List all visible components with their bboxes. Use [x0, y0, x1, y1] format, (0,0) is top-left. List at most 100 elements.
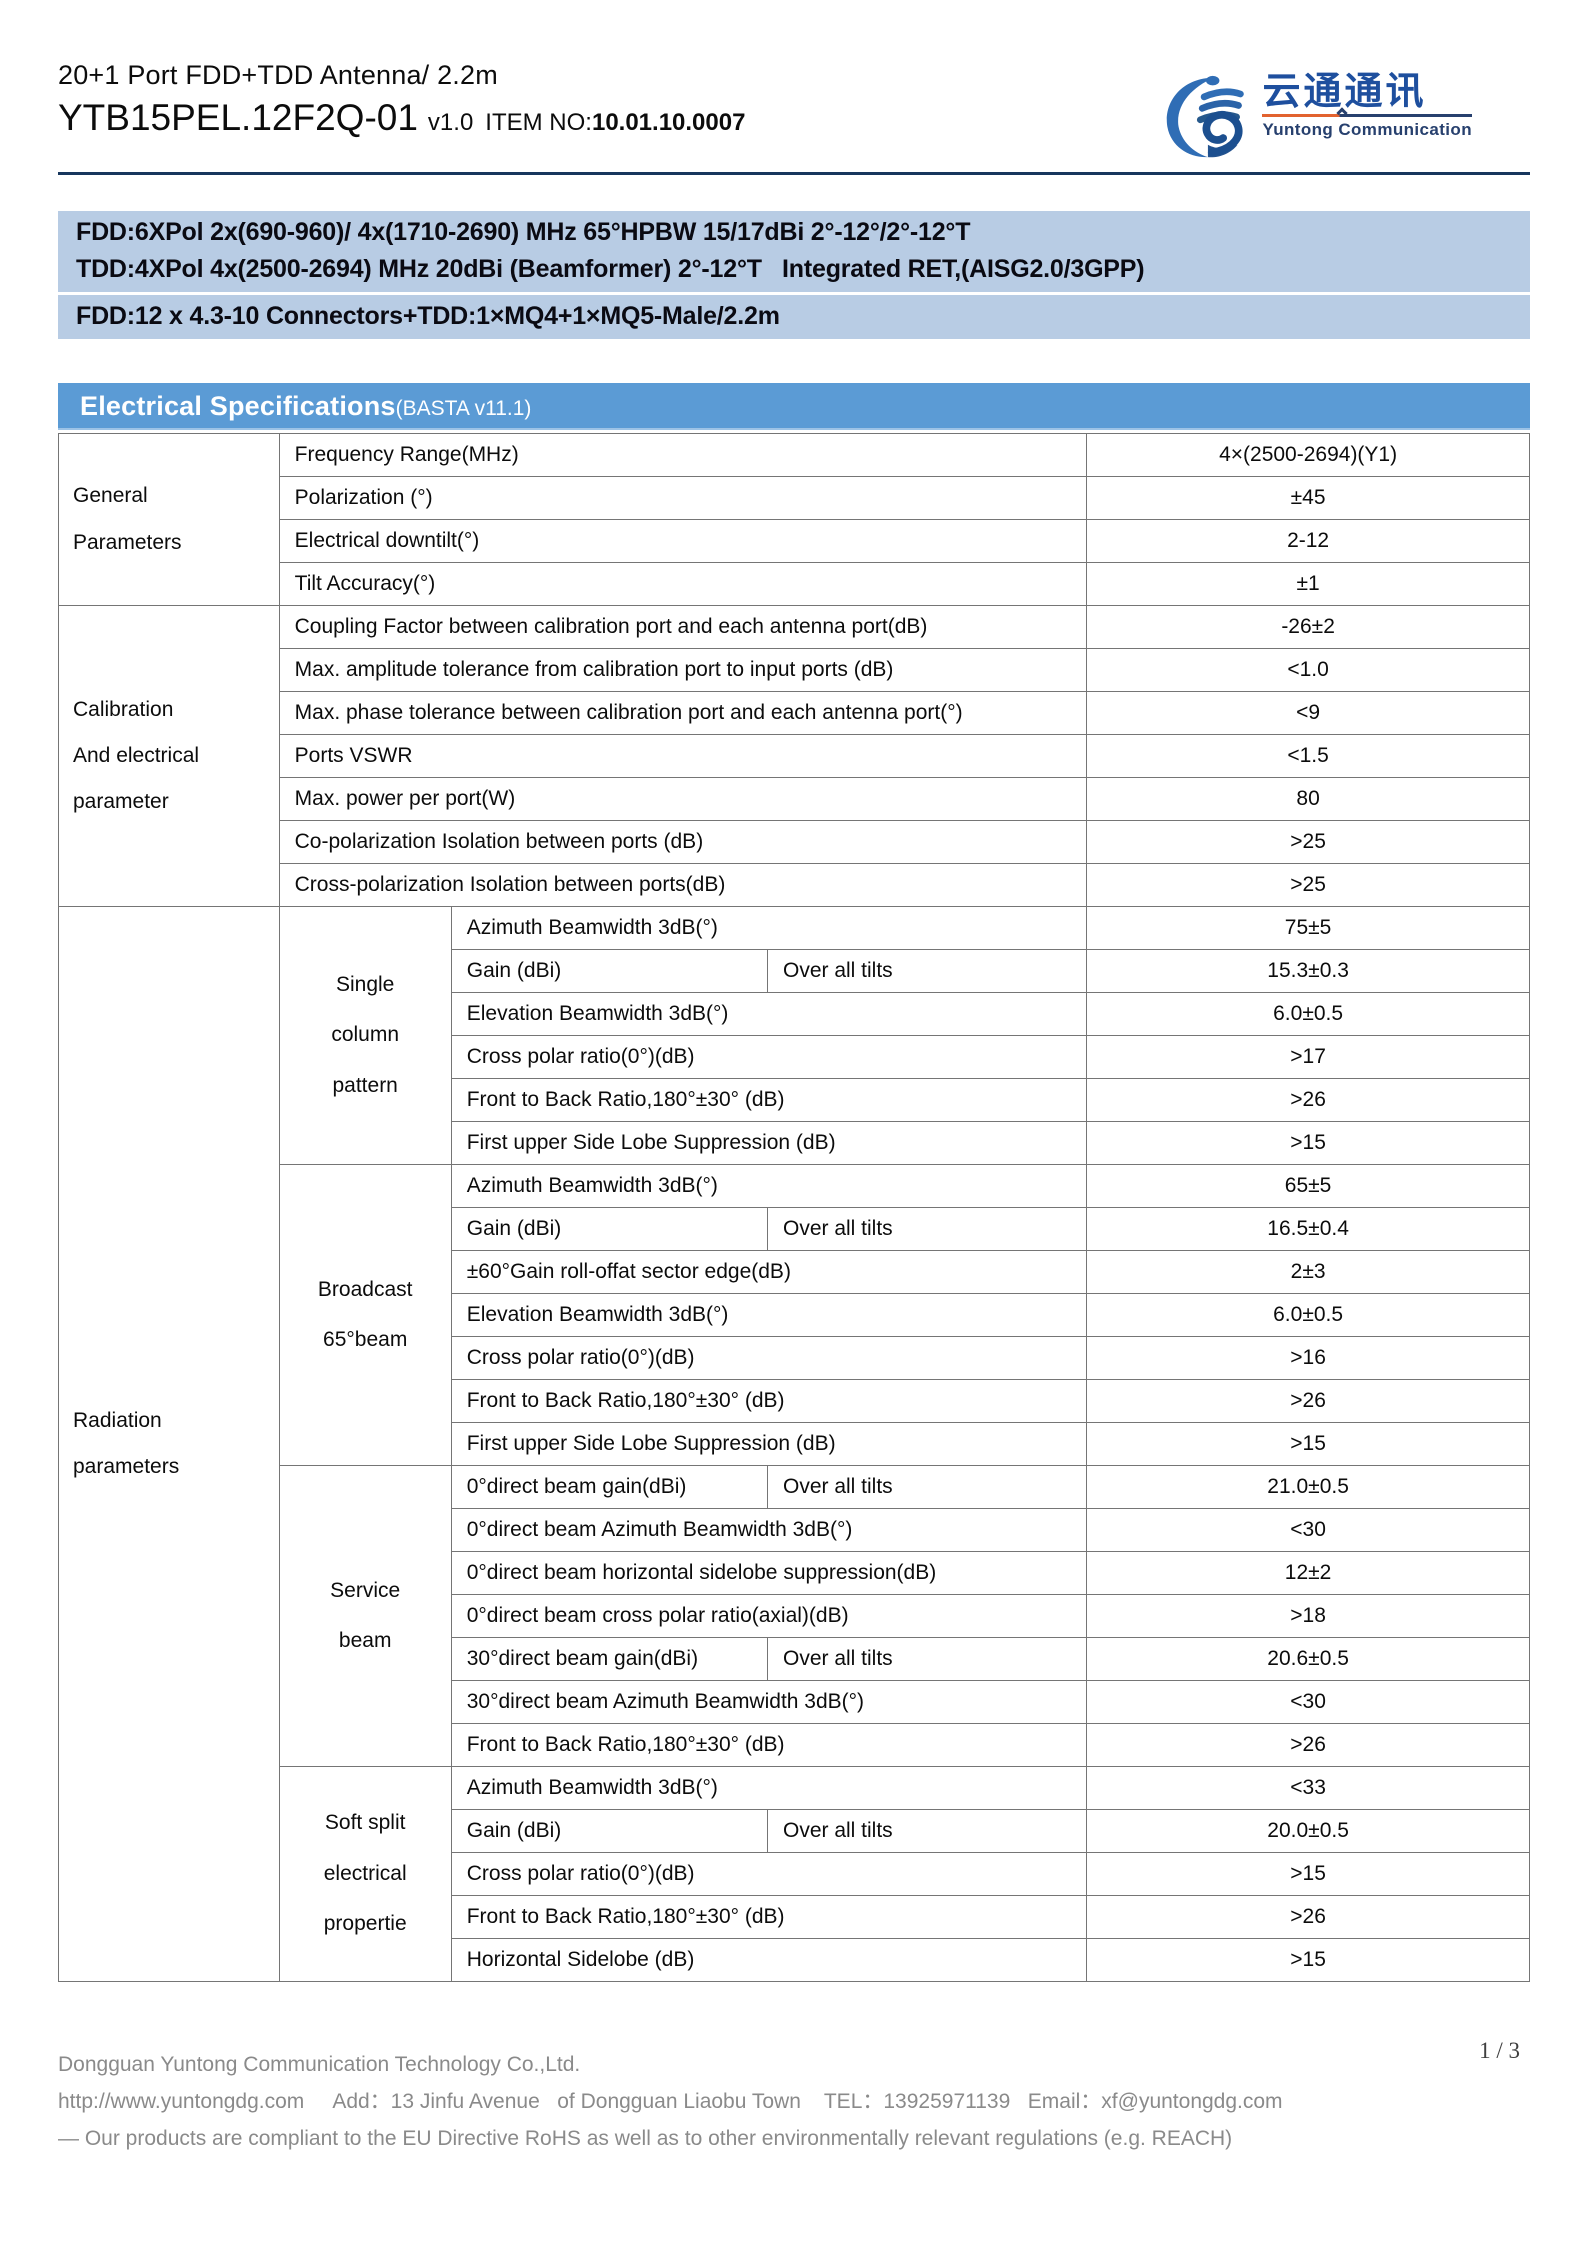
parameter-value: >15	[1086, 1852, 1530, 1896]
parameter-value: 20.0±0.5	[1086, 1809, 1530, 1853]
parameter-name: Gain (dBi)	[450, 949, 768, 993]
spec-row: Soft split electrical propertie Azimuth Bea…	[59, 1766, 1530, 1982]
spec-row: Co-polarization Isolation between ports …	[59, 820, 1530, 864]
group-label: Service beam	[278, 1465, 452, 1767]
banner-line-tdd: TDD:4XPol 4x(2500-2694) MHz 20dBi (Beamf…	[76, 255, 1145, 283]
spec-row: Gain (dBi) Over all tilts 15.3±0.3	[59, 949, 1530, 993]
parameter-name: Co-polarization Isolation between ports …	[278, 820, 1088, 864]
parameter-value: >26	[1086, 1379, 1530, 1423]
header-divider	[58, 172, 1530, 175]
parameter-value: >15	[1086, 1121, 1530, 1165]
spec-subtitle: (BASTA v11.1)	[395, 397, 532, 420]
logo-swirl-icon	[1167, 75, 1245, 158]
parameter-value: 2±3	[1086, 1250, 1530, 1294]
parameter-name: Ports VSWR	[278, 734, 1088, 778]
parameter-name: Elevation Beamwidth 3dB(°)	[450, 1293, 1088, 1337]
parameter-value: >18	[1086, 1594, 1530, 1638]
model-number: YTB15PEL.12F2Q-01	[58, 97, 418, 138]
item-no-label: ITEM NO:	[485, 109, 592, 136]
spec-row: Cross polar ratio(0°)(dB) >17	[59, 1035, 1530, 1079]
parameter-name: 0°direct beam horizontal sidelobe suppre…	[450, 1551, 1088, 1595]
document-header: 20+1 Port FDD+TDD Antenna/ 2.2m YTB15PEL…	[58, 60, 1530, 160]
parameter-name: Max. power per port(W)	[278, 777, 1088, 821]
footer-compliance: — Our products are compliant to the EU D…	[58, 2127, 1233, 2150]
spec-row: First upper Side Lobe Suppression (dB) >1…	[59, 1121, 1530, 1165]
parameter-value: <1.5	[1086, 734, 1530, 778]
parameter-value: <30	[1086, 1680, 1530, 1724]
spec-section-header: Electrical Specifications(BASTA v11.1)	[58, 383, 1530, 430]
spec-row: Horizontal Sidelobe (dB) >15	[59, 1938, 1530, 1982]
spec-row: Tilt Accuracy(°) ±1	[59, 562, 1530, 606]
section-label: General Parameters	[58, 433, 280, 606]
spec-row: ±60°Gain roll-offat sector edge(dB) 2±3	[59, 1250, 1530, 1294]
section-label: Radiation parameters	[58, 906, 280, 1982]
spec-row: Service beam 0°direct beam gain(dBi) Over a…	[59, 1465, 1530, 1767]
parameter-name: First upper Side Lobe Suppression (dB)	[450, 1422, 1088, 1466]
footer-contact: http://www.yuntongdg.com Add：13 Jinfu Av…	[58, 2090, 1283, 2113]
parameter-name: ±60°Gain roll-offat sector edge(dB)	[450, 1250, 1088, 1294]
parameter-value: <33	[1086, 1766, 1530, 1810]
group-label: Broadcast 65°beam	[278, 1164, 452, 1466]
parameter-note: Over all tilts	[766, 1637, 1088, 1681]
parameter-note: Over all tilts	[766, 1207, 1088, 1251]
parameter-value: >26	[1086, 1078, 1530, 1122]
parameter-name: Electrical downtilt(°)	[278, 519, 1088, 563]
spec-row: 0°direct beam horizontal sidelobe suppre…	[59, 1551, 1530, 1595]
parameter-value: >26	[1086, 1895, 1530, 1939]
parameter-name: Front to Back Ratio,180°±30° (dB)	[450, 1895, 1088, 1939]
parameter-value: >15	[1086, 1938, 1530, 1982]
parameter-value: 75±5	[1086, 906, 1530, 950]
spec-row: 0°direct beam cross polar ratio(axial)(d…	[59, 1594, 1530, 1638]
parameter-name: Max. phase tolerance between calibration…	[278, 691, 1088, 735]
electrical-spec-table: General Parameters Frequency Range(MHz) 4×(…	[58, 433, 1530, 1982]
parameter-value: 16.5±0.4	[1086, 1207, 1530, 1251]
banner-line-fdd: FDD:6XPol 2x(690-960)/ 4x(1710-2690) MHz…	[76, 218, 971, 246]
parameter-value: <30	[1086, 1508, 1530, 1552]
group-label: Single column pattern	[278, 906, 452, 1165]
spec-row: Front to Back Ratio,180°±30° (dB) >26	[59, 1078, 1530, 1122]
parameter-note: Over all tilts	[766, 1809, 1088, 1853]
parameter-name: Max. amplitude tolerance from calibratio…	[278, 648, 1088, 692]
product-title: 20+1 Port FDD+TDD Antenna/ 2.2m	[58, 60, 498, 90]
spec-row: 0°direct beam Azimuth Beamwidth 3dB(°) <3…	[59, 1508, 1530, 1552]
parameter-name: Polarization (°)	[278, 476, 1088, 520]
parameter-name: Gain (dBi)	[450, 1207, 768, 1251]
page-number: 1 / 3	[1479, 2038, 1520, 2063]
logo-english-name: Yuntong Communication	[1262, 120, 1472, 139]
parameter-name: 0°direct beam cross polar ratio(axial)(d…	[450, 1594, 1088, 1638]
parameter-value: 15.3±0.3	[1086, 949, 1530, 993]
parameter-name: Front to Back Ratio,180°±30° (dB)	[450, 1078, 1088, 1122]
parameter-value: >25	[1086, 820, 1530, 864]
spec-row: Elevation Beamwidth 3dB(°) 6.0±0.5	[59, 992, 1530, 1036]
parameter-name: Cross polar ratio(0°)(dB)	[450, 1852, 1088, 1896]
parameter-note: Over all tilts	[766, 949, 1088, 993]
banner-block-fdd-tdd: FDD:6XPol 2x(690-960)/ 4x(1710-2690) MHz…	[58, 211, 1530, 292]
spec-title: Electrical Specifications	[80, 391, 396, 421]
spec-row: Max. power per port(W) 80	[59, 777, 1530, 821]
parameter-name: Elevation Beamwidth 3dB(°)	[450, 992, 1088, 1036]
spec-row: Ports VSWR <1.5	[59, 734, 1530, 778]
model-line: YTB15PEL.12F2Q-01 v1.0 ITEM NO:10.01.10.00…	[58, 97, 745, 139]
parameter-name: Cross polar ratio(0°)(dB)	[450, 1336, 1088, 1380]
group-label: Soft split electrical propertie	[278, 1766, 452, 1982]
parameter-name: Horizontal Sidelobe (dB)	[450, 1938, 1088, 1982]
logo-underline	[1262, 107, 1472, 119]
parameter-value: ±45	[1086, 476, 1530, 520]
parameter-name: Azimuth Beamwidth 3dB(°)	[450, 906, 1088, 950]
parameter-value: >25	[1086, 863, 1530, 907]
spec-row: Cross polar ratio(0°)(dB) >16	[59, 1336, 1530, 1380]
parameter-name: Front to Back Ratio,180°±30° (dB)	[450, 1379, 1088, 1423]
parameter-value: ±1	[1086, 562, 1530, 606]
parameter-value: >26	[1086, 1723, 1530, 1767]
parameter-name: Tilt Accuracy(°)	[278, 562, 1088, 606]
parameter-name: Azimuth Beamwidth 3dB(°)	[450, 1164, 1088, 1208]
spec-row: Radiation parameters Single column pattern Az…	[58, 906, 1530, 1982]
parameter-value: 6.0±0.5	[1086, 992, 1530, 1036]
parameter-name: Frequency Range(MHz)	[278, 433, 1088, 477]
parameter-name: Cross polar ratio(0°)(dB)	[450, 1035, 1088, 1079]
parameter-name: 0°direct beam gain(dBi)	[450, 1465, 768, 1509]
parameter-name: 0°direct beam Azimuth Beamwidth 3dB(°)	[450, 1508, 1088, 1552]
parameter-name: Front to Back Ratio,180°±30° (dB)	[450, 1723, 1088, 1767]
spec-row: 30°direct beam gain(dBi) Over all tilts 20…	[59, 1637, 1530, 1681]
